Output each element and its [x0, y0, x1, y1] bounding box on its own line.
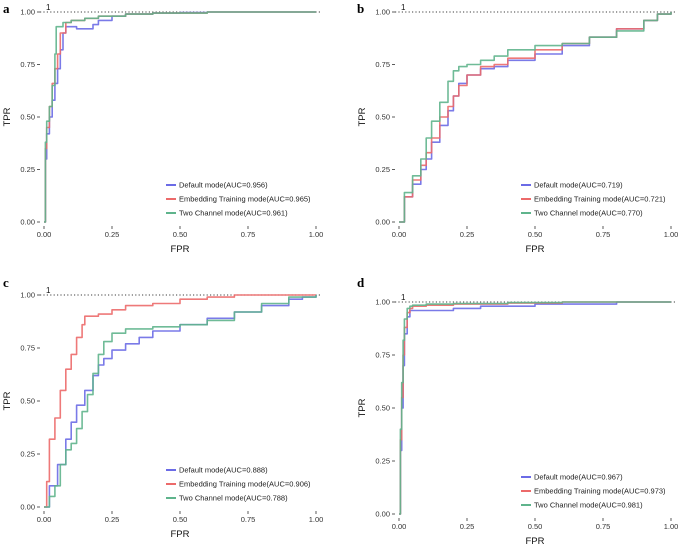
- x-axis-title: FPR: [171, 529, 190, 540]
- x-tick-label: 0.50: [173, 515, 188, 524]
- panel-c: c 0.00 0.25 0.50 0.75 1.00 0.00 0.25 0.50 0.75 1.0…: [2, 275, 323, 540]
- y-tick-label: 0.00: [375, 218, 390, 227]
- y-tick-label: 0.25: [20, 165, 35, 174]
- x-tick-label: 0.50: [528, 522, 543, 531]
- x-axis-title: FPR: [171, 244, 190, 255]
- reference-line-label: 1: [46, 3, 51, 12]
- x-tick-label: 0.00: [37, 515, 52, 524]
- x-tick-label: 0.75: [241, 515, 256, 524]
- y-axis-title: TPR: [2, 391, 13, 410]
- panel-d: d 0.00 0.25 0.50 0.75 1.00 0.00 0.25 0.50 0.75 1.0…: [357, 275, 678, 547]
- x-tick-label: 1.00: [664, 522, 679, 531]
- y-tick-label: 1.00: [375, 8, 390, 17]
- y-tick-label: 1.00: [20, 291, 35, 300]
- x-tick-label: 1.00: [309, 515, 324, 524]
- legend-label-embedding: Embedding Training mode(AUC=0.906): [179, 480, 311, 489]
- x-tick-label: 1.00: [664, 230, 679, 239]
- y-tick-label: 0.00: [375, 510, 390, 519]
- y-tick-label: 0.75: [375, 60, 390, 69]
- panel-label: a: [3, 1, 10, 16]
- x-tick-label: 0.00: [37, 230, 52, 239]
- legend-label-two_channel: Two Channel mode(AUC=0.788): [179, 494, 288, 503]
- panel-label: c: [3, 275, 9, 290]
- roc-line-embedding: [399, 301, 671, 515]
- reference-line-label: 1: [401, 293, 406, 302]
- y-tick-label: 0.50: [20, 397, 35, 406]
- y-tick-label: 0.50: [375, 404, 390, 413]
- legend-label-default: Default mode(AUC=0.719): [534, 181, 623, 190]
- legend-label-two_channel: Two Channel mode(AUC=0.961): [179, 209, 288, 218]
- x-tick-label: 0.75: [596, 522, 611, 531]
- y-tick-label: 0.25: [375, 457, 390, 466]
- y-tick-label: 0.25: [375, 165, 390, 174]
- y-tick-label: 0.75: [375, 351, 390, 360]
- legend-label-embedding: Embedding Training mode(AUC=0.721): [534, 195, 666, 204]
- y-tick-label: 0.00: [20, 218, 35, 227]
- reference-line-label: 1: [401, 3, 406, 12]
- y-tick-label: 1.00: [20, 8, 35, 17]
- legend-label-two_channel: Two Channel mode(AUC=0.770): [534, 209, 643, 218]
- x-tick-label: 0.25: [105, 230, 120, 239]
- x-tick-label: 0.25: [105, 515, 120, 524]
- y-tick-label: 0.75: [20, 60, 35, 69]
- y-tick-label: 0.50: [375, 113, 390, 122]
- x-tick-label: 0.00: [392, 522, 407, 531]
- y-tick-label: 0.50: [20, 113, 35, 122]
- reference-line-label: 1: [46, 286, 51, 295]
- x-tick-label: 0.00: [392, 230, 407, 239]
- x-axis-title: FPR: [526, 244, 545, 255]
- roc-line-embedding: [44, 11, 316, 223]
- panel-label: d: [357, 275, 365, 290]
- roc-line-default: [399, 301, 671, 515]
- x-tick-label: 1.00: [309, 230, 324, 239]
- y-tick-label: 0.25: [20, 450, 35, 459]
- roc-line-two_channel: [44, 11, 316, 223]
- roc-line-two_channel: [399, 301, 671, 515]
- panel-label: b: [357, 1, 364, 16]
- x-tick-label: 0.75: [596, 230, 611, 239]
- roc-line-default: [44, 11, 316, 223]
- y-tick-label: 1.00: [375, 298, 390, 307]
- x-tick-label: 0.75: [241, 230, 256, 239]
- legend-label-default: Default mode(AUC=0.888): [179, 466, 268, 475]
- x-tick-label: 0.25: [460, 522, 475, 531]
- y-axis-title: TPR: [357, 398, 368, 417]
- x-tick-label: 0.50: [528, 230, 543, 239]
- y-tick-label: 0.75: [20, 344, 35, 353]
- y-axis-title: TPR: [2, 107, 13, 126]
- roc-line-embedding: [44, 294, 316, 508]
- panel-a: a 0.00 0.25 0.50 0.75 1.00 0.00 0.25 0.50 0.75 1.0…: [2, 1, 323, 255]
- y-axis-title: TPR: [357, 107, 368, 126]
- roc-line-two_channel: [399, 12, 672, 223]
- legend-label-default: Default mode(AUC=0.956): [179, 181, 268, 190]
- x-tick-label: 0.50: [173, 230, 188, 239]
- legend-label-embedding: Embedding Training mode(AUC=0.965): [179, 195, 311, 204]
- y-tick-label: 0.00: [20, 503, 35, 512]
- x-axis-title: FPR: [526, 536, 545, 547]
- legend-label-default: Default mode(AUC=0.967): [534, 473, 623, 482]
- legend-label-two_channel: Two Channel mode(AUC=0.981): [534, 501, 643, 510]
- panel-b: b 0.00 0.25 0.50 0.75 1.00 0.00 0.25 0.50 0.75 1.0…: [357, 1, 678, 255]
- legend-label-embedding: Embedding Training mode(AUC=0.973): [534, 487, 666, 496]
- x-tick-label: 0.25: [460, 230, 475, 239]
- roc-line-two_channel: [44, 295, 317, 508]
